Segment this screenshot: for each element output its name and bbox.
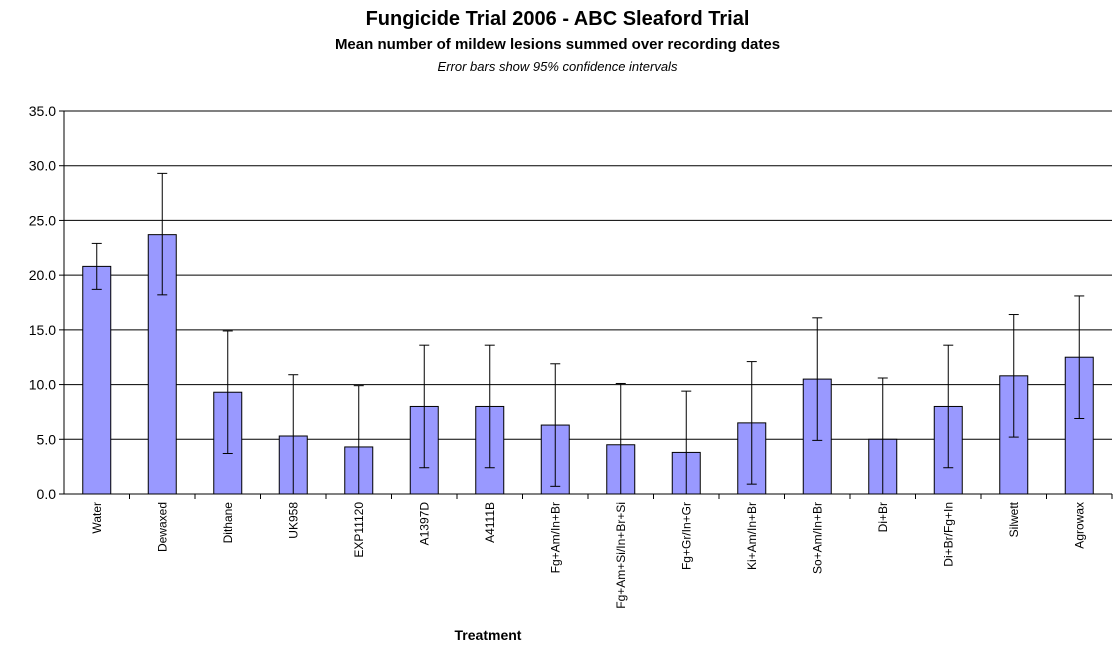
x-category-label: Dewaxed	[155, 502, 169, 552]
y-tick-label: 10.0	[29, 377, 56, 393]
x-category-label: So+Am/In+Br	[810, 502, 824, 574]
y-tick-label: 5.0	[37, 431, 57, 447]
x-category-label: Dithane	[221, 502, 235, 544]
x-category-label: Water	[90, 502, 104, 534]
chart-subtitle: Mean number of mildew lesions summed ove…	[334, 36, 781, 53]
x-category-label: Fg+Am/In+Br	[548, 502, 562, 573]
axes	[63, 111, 1112, 495]
x-axis-categories: Water Dewaxed Dithane UK958 EXP11120 A1397D A4…	[90, 494, 1113, 609]
y-tick-label: 20.0	[29, 267, 56, 283]
x-category-label: EXP11120	[352, 502, 366, 558]
x-category-label: Di+Br	[876, 502, 890, 532]
y-tick-label: 25.0	[29, 212, 56, 228]
bars	[82, 234, 1094, 495]
y-tick-label: 35.0	[29, 103, 56, 119]
y-tick-label: 15.0	[29, 322, 56, 338]
y-tick-label: 30.0	[29, 158, 56, 174]
x-category-label: UK958	[286, 502, 300, 539]
x-category-label: Ki+Am/In+Br	[745, 502, 759, 570]
x-category-label: A4111B	[483, 502, 497, 543]
chart-title: Fungicide Trial 2006 - ABC Sleaford Tria…	[365, 8, 750, 30]
y-tick-label: 0.0	[37, 486, 57, 502]
x-category-label: A1397D	[417, 502, 431, 546]
x-category-label: Di+Br/Fg+In	[941, 502, 955, 567]
bar	[82, 265, 112, 495]
x-category-label: Fg+Am+Si/In+Br+Si	[614, 502, 628, 609]
x-category-label: Agrowax	[1072, 502, 1086, 549]
x-category-label: Silwett	[1007, 501, 1021, 537]
x-axis-label: Treatment	[455, 627, 522, 643]
chart-note: Error bars show 95% confidence intervals	[437, 59, 678, 74]
y-axis-ticks: 0.0 5.0 10.0 15.0 20.0 25.0 30.0 35.0	[29, 103, 64, 502]
error-bars	[91, 172, 1085, 494]
x-category-label: Fg+Gr/In+Gr	[679, 502, 693, 570]
